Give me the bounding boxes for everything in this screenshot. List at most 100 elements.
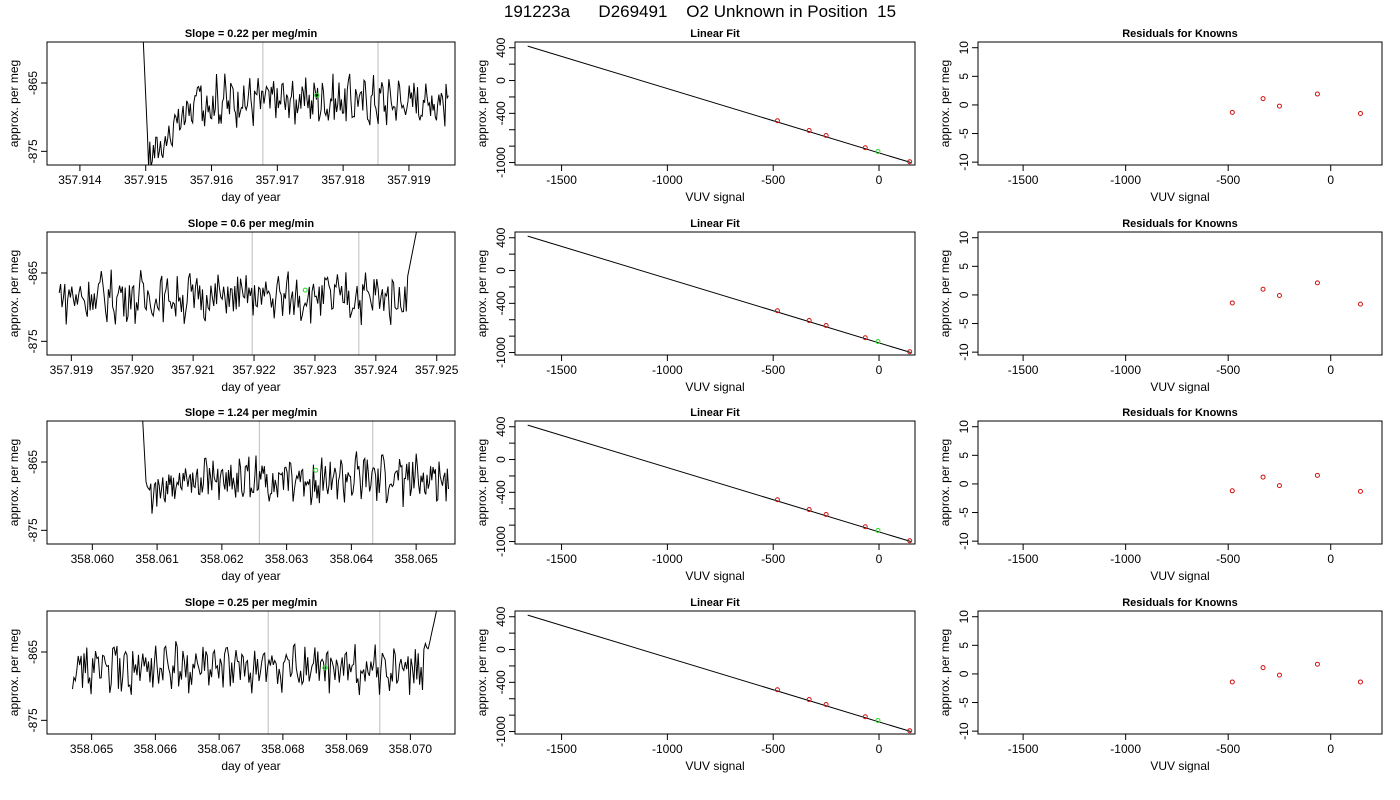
known-point xyxy=(907,728,913,734)
x-tick-label: 357.921 xyxy=(171,363,215,377)
known-point xyxy=(907,159,913,165)
panel-residuals-2: Residuals for Knowns -1500 -1000 -500 0 10 5 0 -… xyxy=(938,407,1383,583)
unknown-point xyxy=(302,287,308,293)
known-point xyxy=(806,697,812,703)
panel-title: Slope = 0.6 per meg/min xyxy=(188,218,315,230)
x-tick-label: 357.915 xyxy=(124,173,168,187)
series-line xyxy=(72,611,437,696)
x-tick-label: 358.061 xyxy=(135,552,179,566)
plot-area xyxy=(72,611,437,734)
unknown-point xyxy=(322,665,328,671)
known-point xyxy=(862,335,868,341)
x-axis-label: VUV signal xyxy=(1150,380,1209,394)
x-tick-label: 357.925 xyxy=(415,363,459,377)
panel-title: Residuals for Knowns xyxy=(1122,597,1238,609)
x-tick-label: 357.919 xyxy=(50,363,94,377)
plot-area xyxy=(1229,472,1363,494)
x-axis-label: VUV signal xyxy=(1150,569,1209,583)
known-point xyxy=(1357,679,1363,685)
known-point xyxy=(907,538,913,544)
y-tick-label: -5 xyxy=(957,318,971,329)
y-tick-label: -875 xyxy=(26,139,40,163)
panel-residuals-0: Residuals for Knowns -1500 -1000 -500 0 10 5 0 -… xyxy=(938,28,1383,204)
y-tick-label: 0 xyxy=(957,480,971,487)
y-axis-label: approx. per meg xyxy=(7,629,21,716)
y-axis-label: approx. per meg xyxy=(938,60,952,147)
x-tick-label: 357.918 xyxy=(321,173,365,187)
plot-frame xyxy=(46,420,456,545)
plot-area xyxy=(527,45,913,165)
panel-timeseries-0: Slope = 0.22 per meg/min 357.914 357.915 35… xyxy=(7,28,456,204)
x-axis-label: VUV signal xyxy=(685,380,744,394)
x-tick-label: -1000 xyxy=(652,363,683,377)
y-tick-label: 0 xyxy=(957,101,971,108)
y-tick-label: -865 xyxy=(26,261,40,285)
y-tick-label: 0 xyxy=(494,646,508,653)
plot-frame xyxy=(977,610,1383,735)
x-axis-label: VUV signal xyxy=(1150,759,1209,773)
known-point xyxy=(1276,103,1282,109)
y-tick-label: -5 xyxy=(957,697,971,708)
panel-timeseries-2: Slope = 1.24 per meg/min 358.060 358.061 35… xyxy=(7,407,456,583)
y-tick-label: -5 xyxy=(957,128,971,139)
known-point xyxy=(1260,665,1266,671)
series-line xyxy=(142,42,449,165)
x-tick-label: 357.923 xyxy=(293,363,337,377)
panel-title: Slope = 0.25 per meg/min xyxy=(185,597,318,609)
y-tick-label: 400 xyxy=(494,37,508,57)
known-point xyxy=(774,308,780,314)
panel-title: Residuals for Knowns xyxy=(1122,218,1238,230)
y-tick-label: -1000 xyxy=(494,716,508,747)
x-tick-label: -1000 xyxy=(652,742,683,756)
y-tick-label: 400 xyxy=(494,227,508,247)
y-axis-label: approx. per meg xyxy=(938,629,952,716)
y-axis-label: approx. per meg xyxy=(7,60,21,147)
x-tick-label: 357.914 xyxy=(58,173,102,187)
unknown-point xyxy=(875,527,881,533)
y-axis-label: approx. per meg xyxy=(7,250,21,337)
x-tick-label: -1000 xyxy=(1110,742,1141,756)
plot-area xyxy=(1229,280,1363,307)
y-tick-label: -1000 xyxy=(494,337,508,368)
x-tick-label: 0 xyxy=(1327,173,1334,187)
x-tick-label: -1500 xyxy=(1008,173,1039,187)
y-tick-label: -5 xyxy=(957,507,971,518)
y-tick-label: 0 xyxy=(494,267,508,274)
plot-area xyxy=(58,232,417,355)
y-tick-label: -400 xyxy=(494,480,508,504)
unknown-point xyxy=(875,338,881,344)
panel-title: Slope = 1.24 per meg/min xyxy=(185,407,318,419)
x-tick-label: 358.064 xyxy=(330,552,374,566)
fit-line xyxy=(527,614,911,733)
panel-linear_fit-0: Linear Fit-1500 -1000 -500 04000-400-1000VU… xyxy=(475,28,916,204)
plot-area xyxy=(527,424,913,544)
x-tick-label: -500 xyxy=(761,552,785,566)
panel-title: Linear Fit xyxy=(690,597,740,609)
panel-title: Linear Fit xyxy=(690,28,740,40)
y-tick-label: -1000 xyxy=(494,147,508,178)
y-tick-label: 400 xyxy=(494,606,508,626)
x-tick-label: -500 xyxy=(761,173,785,187)
known-point xyxy=(823,701,829,707)
plot-frame xyxy=(977,41,1383,166)
x-tick-label: 358.066 xyxy=(134,742,178,756)
known-point xyxy=(1314,661,1320,667)
x-tick-label: 0 xyxy=(876,742,883,756)
plot-frame xyxy=(46,610,456,735)
y-tick-label: -865 xyxy=(26,640,40,664)
x-tick-label: 0 xyxy=(876,173,883,187)
y-tick-label: -400 xyxy=(494,101,508,125)
known-point xyxy=(806,318,812,324)
y-tick-label: 5 xyxy=(957,642,971,649)
x-tick-label: -1000 xyxy=(1110,173,1141,187)
plot-frame xyxy=(46,231,456,356)
x-axis-label: day of year xyxy=(221,380,280,394)
y-tick-label: -865 xyxy=(26,450,40,474)
x-tick-label: 358.062 xyxy=(200,552,244,566)
plot-area xyxy=(142,42,449,165)
x-tick-label: -500 xyxy=(1216,363,1240,377)
known-point xyxy=(1276,672,1282,678)
panel-title: Residuals for Knowns xyxy=(1122,407,1238,419)
plot-area xyxy=(142,421,449,544)
